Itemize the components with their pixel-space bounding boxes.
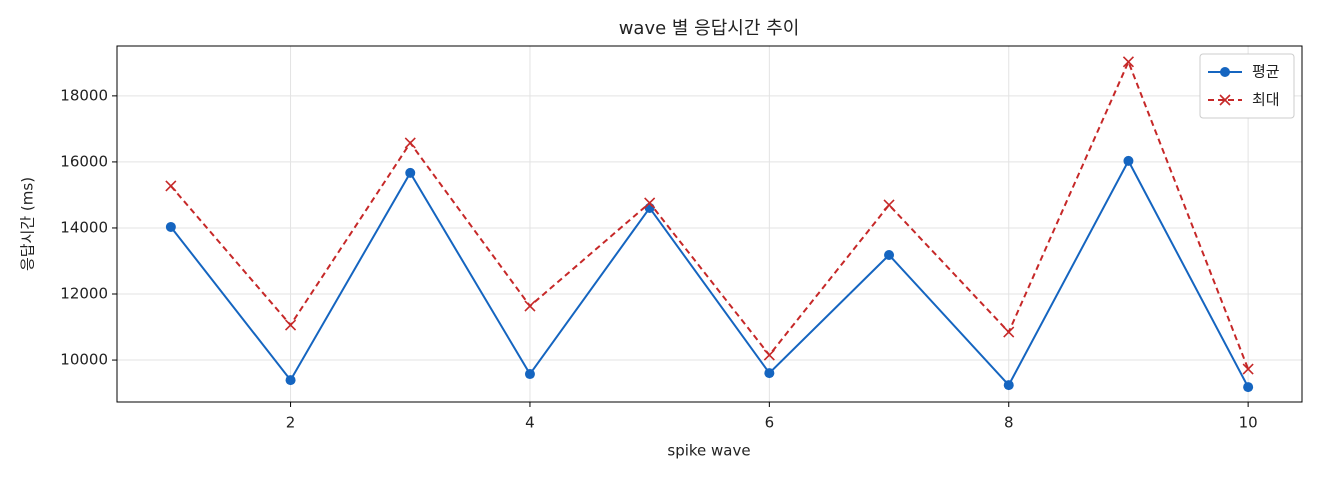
marker: [1243, 382, 1254, 393]
marker: [764, 368, 775, 379]
x-tick-label: 2: [286, 414, 296, 432]
marker: [405, 167, 416, 178]
x-tick-label: 10: [1239, 414, 1258, 432]
series-line: [170, 59, 1250, 370]
marker: [644, 197, 656, 209]
marker: [883, 199, 895, 211]
x-tick-label: 6: [765, 414, 775, 432]
y-tick-label: 18000: [60, 86, 108, 104]
y-tick-label: 16000: [60, 152, 108, 170]
legend-marker: [1220, 67, 1230, 77]
y-axis-label: 응답시간 (ms): [19, 177, 37, 271]
y-tick-label: 14000: [60, 218, 108, 236]
marker: [763, 349, 775, 361]
marker: [524, 369, 535, 380]
y-tick-label: 12000: [60, 285, 108, 303]
legend-box: [1199, 53, 1295, 119]
marker: [1122, 56, 1135, 68]
x-tick-label: 8: [1004, 414, 1014, 432]
marker: [1003, 326, 1015, 338]
legend-label: 평균: [1252, 63, 1280, 81]
marker: [884, 249, 895, 260]
marker: [165, 180, 177, 192]
series-line: [170, 158, 1250, 388]
legend-marker: [1219, 94, 1231, 106]
marker: [1123, 155, 1134, 166]
y-tick-label: 10000: [60, 351, 108, 369]
legend-label: 최대: [1252, 91, 1280, 109]
marker: [165, 221, 176, 232]
marker: [284, 319, 297, 331]
x-tick-label: 4: [525, 414, 535, 432]
chart-title: wave 별 응답시간 추이: [619, 18, 800, 39]
marker: [1003, 380, 1014, 391]
marker: [1242, 363, 1254, 375]
plot-frame: [116, 45, 1303, 403]
x-axis-label: spike wave: [667, 442, 750, 460]
marker: [285, 375, 296, 386]
marker: [404, 137, 416, 149]
marker: [524, 300, 536, 312]
